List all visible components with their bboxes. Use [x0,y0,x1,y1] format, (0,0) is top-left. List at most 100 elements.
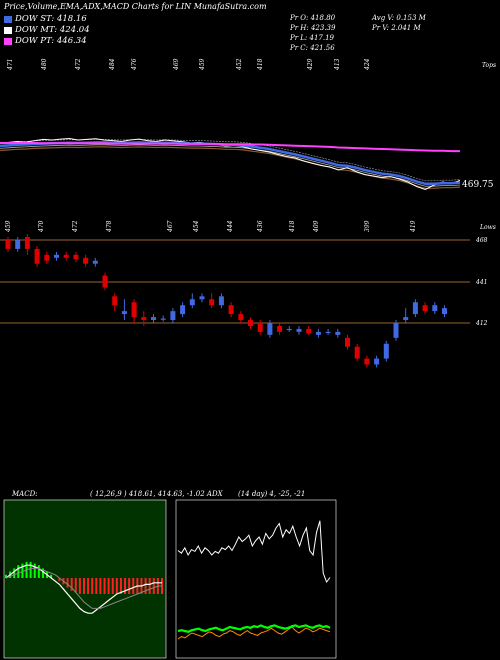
candle-body [218,296,224,306]
header-site: MunafaSutra.com [193,2,267,11]
low-tick-label: 467 [167,220,174,233]
candle-body [44,254,50,261]
top-tick-label: 459 [199,58,206,71]
candle-body [112,296,118,306]
stat-pr-h: Pr H: 423.39 [290,24,336,32]
adx-di-plus-line [177,626,331,640]
low-ticks: 459 470 472 478 467 454 444 436 418 409 399 419 [5,220,417,233]
candle-body [296,328,302,332]
stat-pr-l: Pr L: 417.19 [290,34,335,42]
top-tick-label: 472 [75,58,82,71]
top-tick-label: 429 [307,58,314,71]
chart-header: Price,Volume,EMA,ADX,MACD Charts for LIN… [4,2,267,11]
tops-label: Tops [482,62,497,69]
candle-body [286,328,292,331]
candle-body [121,311,127,315]
low-tick-label: 409 [313,220,320,233]
legend-label: DOW ST: 418.16 [15,14,87,24]
header-title: Price,Volume,EMA,ADX,MACD Charts for LIN [4,2,192,11]
candle-body [422,305,428,312]
legend-swatch [4,15,12,23]
candle-body [170,311,176,321]
candle-body [102,275,108,288]
low-tick-label: 418 [289,220,296,233]
candle-body [180,305,186,315]
candle-body [238,314,244,321]
legend-item: DOW MT: 424.04 [4,25,90,35]
candle-body [63,254,69,258]
legend-swatch [4,37,12,45]
top-tick-label: 484 [109,58,116,71]
adx-di-minus-line [177,624,331,633]
candle-body [199,296,205,300]
candle-body [34,248,40,264]
top-tick-label: 469 [173,58,180,71]
low-tick-label: 459 [5,220,12,233]
ema-band-grey [0,144,461,187]
candle-body [383,343,389,359]
legend-item: DOW ST: 418.16 [4,14,87,24]
candle-body [345,337,350,347]
ema-panel [0,137,461,191]
candle-body [92,260,98,264]
candle-body [335,331,341,335]
candle-body [403,317,409,321]
top-tick-label: 471 [7,59,14,71]
candle-body [393,323,399,338]
legend-label: DOW PT: 446.34 [15,36,87,46]
candle-body [131,302,137,318]
candle-body [160,318,166,320]
candle-body [15,240,21,249]
candle-body [267,323,273,335]
stat-pr-o: Pr O: 418.80 [290,14,336,22]
macd-signal-line [5,567,162,609]
candle-body [141,317,147,321]
candle-body [277,325,283,332]
legend-swatch [4,26,12,34]
adx-values: (14 day) 4, -25, -21 [238,490,306,498]
candle-body [412,302,418,315]
price-level-label: 412 [475,320,488,327]
price-level-label: 468 [475,237,488,244]
candle-body [354,346,360,359]
top-tick-label: 476 [131,58,138,71]
lows-label: Lows [480,224,496,231]
low-tick-label: 472 [72,220,79,233]
macd-line [5,564,162,614]
candle-body [325,331,331,334]
adx-line [177,520,331,584]
top-tick-label: 418 [257,58,264,71]
stat-avg-v: Avg V: 0.153 M [372,14,426,22]
candle-body [151,317,156,321]
candle-body [228,305,234,315]
candle-body [257,323,263,332]
low-tick-label: 419 [410,220,417,233]
low-tick-label: 399 [364,220,371,232]
candle-body [364,358,370,365]
candle-body [432,305,438,312]
ema-line [0,137,461,191]
top-ticks: 471 480 472 484 476 469 459 452 418 429 413 424 [7,58,371,71]
candle-body [73,254,79,260]
stat-pr-c: Pr C: 421.56 [290,44,335,52]
candle-body [83,257,89,264]
candle-panel: 468 441 412 [0,234,488,368]
legend-item: DOW PT: 446.34 [4,36,87,46]
low-tick-label: 444 [227,220,234,233]
ema-band-brown [0,146,461,189]
low-tick-label: 454 [193,220,200,233]
ema-line [0,142,460,153]
top-tick-label: 424 [364,58,371,71]
candle-body [24,237,30,249]
legend-label: DOW MT: 424.04 [15,25,90,35]
candle-body [209,299,215,306]
top-tick-label: 480 [41,58,48,71]
last-price-label: 469.75 [462,180,494,190]
adx-frame [175,499,337,659]
candle-body [189,299,195,306]
top-tick-label: 413 [334,58,341,71]
stat-pr-v: Pr V: 2.041 M [372,24,421,32]
candle-body [315,331,321,335]
price-level-label: 441 [475,279,487,286]
